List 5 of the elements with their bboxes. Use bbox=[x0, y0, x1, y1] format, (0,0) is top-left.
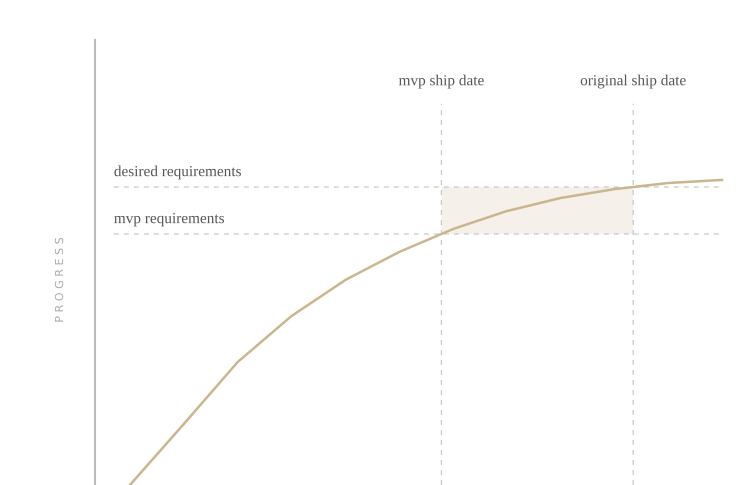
ref-line-label: desired requirements bbox=[114, 166, 241, 180]
text: original ship date bbox=[580, 74, 686, 88]
y-axis-title: P R O G R E S S bbox=[54, 238, 64, 322]
ref-line-label: mvp requirements bbox=[114, 212, 224, 226]
text: mvp ship date bbox=[398, 74, 484, 88]
